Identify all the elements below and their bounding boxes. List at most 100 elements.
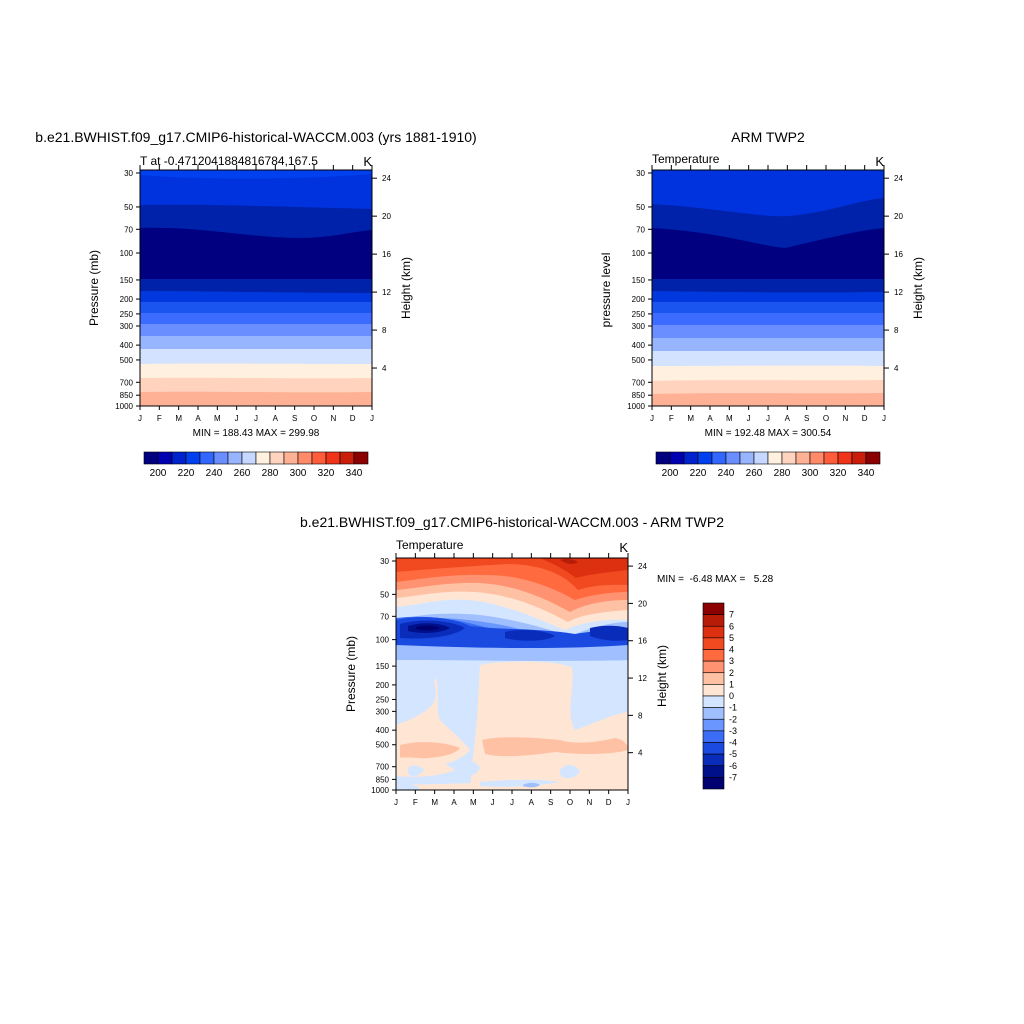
panel-diff-colorbar-label: -3 [729,726,737,736]
panel-model-colorbar-label: 260 [234,468,251,479]
panel-diff-pressure-tick-label: 50 [380,590,389,599]
panel-obs-colorbar-swatch [795,451,811,465]
panel-obs-month-label: A [707,414,713,423]
panel-obs-colorbar-label: 280 [774,468,791,479]
panel-obs-height-tick-label: 4 [894,364,899,373]
panel-obs-pressure-tick-label: 30 [636,169,645,178]
panel-model-month-label: A [273,414,279,423]
panel-diff-colorbar-swatch [702,718,725,732]
panel-diff-colorbar-swatch [702,625,725,639]
panel-model-height-tick-label: 12 [382,288,391,297]
panel-model-month-label: J [370,414,374,423]
panel-obs-month-label: D [862,414,868,423]
panel-model-colorbar-swatch [255,451,271,465]
panel-obs-colorbar-swatch [739,451,755,465]
panel-model-colorbar-label: 340 [346,468,363,479]
panel-obs-ylabel-right: Height (km) [911,257,925,319]
panel-obs-colorbar-label: 240 [718,468,735,479]
panel-model-month-label: N [330,414,336,423]
panel-diff-month-label: D [606,798,612,807]
panel-model-pressure-tick-label: 30 [124,169,133,178]
panel-obs-colorbar-swatch [837,451,853,465]
panel-model-colorbar-swatch [353,451,369,465]
panel-model-height-tick-label: 24 [382,174,391,183]
panel-obs-pressure-tick-label: 500 [632,356,646,365]
panel-obs-colorbar-swatch [711,451,727,465]
panel-obs-pressure-tick-label: 400 [632,341,646,350]
panel-diff-colorbar-swatch [702,684,725,697]
panel-model-colorbar-label: 200 [150,468,167,479]
panel-model-month-label: J [254,414,258,423]
panel-diff-month-label: A [451,798,457,807]
panel-model-month-label: M [214,414,221,423]
panel-diff-pressure-tick-label: 700 [376,763,390,772]
panel-diff-colorbar-swatch [702,730,725,743]
panel-model-month-label: J [235,414,239,423]
panel-diff-ylabel-right: Height (km) [655,645,669,707]
panel-model-colorbar-swatch [311,451,327,465]
panel-model-ylabel-right: Height (km) [399,257,413,319]
panel-obs-colorbar-label: 200 [662,468,679,479]
panel-diff-title: b.e21.BWHIST.f09_g17.CMIP6-historical-WA… [300,514,724,530]
panel-model-colorbar-swatch [297,451,313,465]
panel-obs-colorbar-label: 340 [858,468,875,479]
panel-diff-height-tick-label: 24 [638,562,647,571]
panel-diff-colorbar-swatch [702,742,725,755]
panel-obs-pressure-tick-label: 250 [632,310,646,319]
panel-obs-colorbar-swatch [781,451,797,465]
panel-obs-subtitle: Temperature [652,152,720,166]
panel-diff-month-label: J [394,798,398,807]
panel-model-colorbar-label: 240 [206,468,223,479]
panel-diff-pressure-tick-label: 70 [380,612,389,621]
panel-diff-colorbar: 76 5 43 21 0 -1-2 -3 -4-5 -6-7 [702,602,737,790]
panel-diff-stats: MIN = -6.48 MAX = 5.28 [657,574,774,585]
panel-obs-month-label: J [766,414,770,423]
panel-obs-colorbar-swatch [851,451,867,465]
panel-diff-month-label: S [548,798,553,807]
panel-obs-colorbar-swatch [725,451,741,465]
panel-diff-colorbar-label: -2 [729,714,737,724]
panel-model-pressure-tick-label: 50 [124,203,133,212]
panel-model-pressure-tick-label: 200 [120,295,134,304]
panel-diff-colorbar-swatch [702,614,725,627]
panel-model-colorbar-swatch [339,451,355,465]
panel-diff-pressure-tick-label: 400 [376,726,390,735]
panel-diff-colorbar-label: 7 [729,610,734,620]
panel-obs-pressure-tick-label: 850 [632,391,646,400]
panel-diff-colorbar-label: -4 [729,738,737,748]
panel-obs-colorbar-swatch [669,451,685,465]
panel-obs-pressure-tick-label: 300 [632,322,646,331]
panel-model-pressure-tick-label: 70 [124,225,133,234]
panel-obs-pressure-tick-label: 150 [632,276,646,285]
panel-obs-colorbar-label: 300 [802,468,819,479]
panel-diff-colorbar-label: -1 [729,703,737,713]
panel-model-units: K [363,154,372,169]
panel-obs-title: ARM TWP2 [731,129,805,145]
panel-model-colorbar-swatch [325,451,341,465]
panel-model-month-label: D [350,414,356,423]
panel-obs-colorbar-swatch [767,451,783,465]
panel-diff-colorbar-label: 6 [729,621,734,631]
panel-diff-colorbar-swatch [702,707,725,720]
panel-obs-colorbar-swatch [865,451,881,465]
panel-model-pressure-tick-label: 850 [120,391,134,400]
panel-obs: ARM TWP2 Temperature K 30 50 70 100 150 200 25… [599,129,925,479]
panel-diff-colorbar-label: 2 [729,668,734,678]
panel-diff-subtitle: Temperature [396,538,464,552]
panel-model-colorbar-swatch [241,451,257,465]
panel-model-colorbar-swatch [227,451,243,465]
panel-obs-month-label: J [882,414,886,423]
panel-diff-month-label: F [413,798,418,807]
panel-obs-pressure-tick-label: 100 [632,249,646,258]
panel-diff-pressure-tick-label: 1000 [371,786,389,795]
panel-model-colorbar-swatch [213,451,229,465]
panel-diff-height-tick-label: 16 [638,637,647,646]
panel-model-ylabel: Pressure (mb) [87,250,101,326]
panel-model-colorbar-label: 220 [178,468,195,479]
panel-diff-colorbar-swatch [702,695,725,708]
panel-diff-colorbar-label: -5 [729,749,737,759]
panel-model-month-label: J [138,414,142,423]
panel-model-pressure-tick-label: 150 [120,276,134,285]
panel-obs-month-label: M [687,414,694,423]
